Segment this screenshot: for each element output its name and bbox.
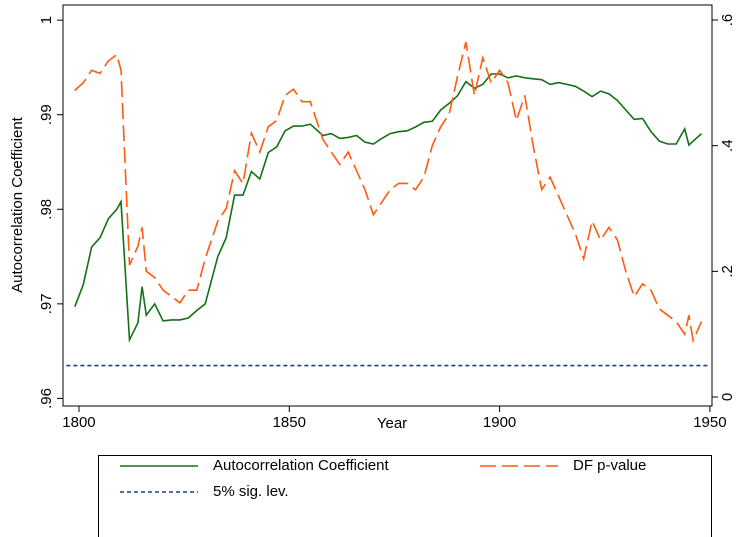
x-axis-title: Year [377,415,407,432]
legend-box [98,455,712,537]
plot-frame [62,4,713,407]
legend-label: DF p-value [573,457,646,474]
y-tick-label: .98 [38,199,55,220]
x-tick-label: 1850 [273,414,306,431]
x-tick-label: 1900 [483,414,516,431]
x-tick-label: 1950 [693,414,726,431]
y2-tick-label: .4 [719,139,736,152]
x-tick-label: 1800 [62,414,95,431]
y-tick-label: .97 [38,293,55,314]
y-tick-label: .99 [38,104,55,125]
y-axis-title: Autocorrelation Coefficient [9,116,26,292]
series-line [74,73,703,343]
y2-tick-label: 0 [719,393,736,401]
legend-label: Autocorrelation Coefficient [213,457,389,474]
series-line [74,41,703,344]
y-tick-label: .96 [38,388,55,409]
y2-tick-label: .6 [719,14,736,27]
legend-label: 5% sig. lev. [213,483,289,500]
y-tick-label: 1 [38,16,55,24]
y2-tick-label: .2 [719,265,736,278]
